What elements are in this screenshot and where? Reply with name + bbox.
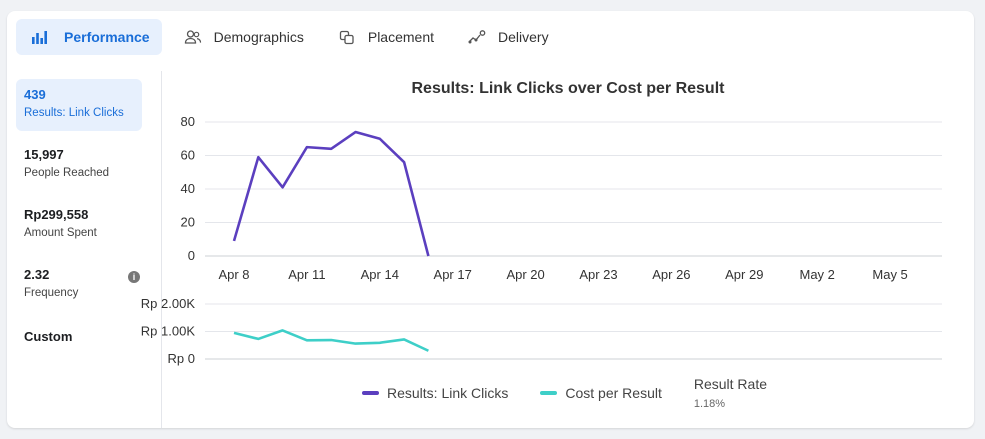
- chart-legend: Results: Link Clicks Cost per Result Res…: [362, 376, 799, 410]
- y-tick-label: 60: [181, 148, 195, 163]
- x-tick-label: Apr 8: [218, 267, 249, 282]
- series-cost-per-result-line: [233, 329, 429, 352]
- metric-value: 439: [24, 87, 46, 102]
- info-icon[interactable]: i: [128, 271, 140, 283]
- legend-item-link-clicks[interactable]: Results: Link Clicks: [362, 376, 508, 410]
- y-tick-label: 0: [188, 248, 195, 263]
- y-tick-label: Rp 2.00K: [141, 296, 196, 311]
- x-tick-label: Apr 14: [361, 267, 399, 282]
- legend-item-cost-per-result[interactable]: Cost per Result: [540, 376, 662, 410]
- metric-label: Amount Spent: [24, 227, 97, 239]
- x-tick-label: Apr 20: [506, 267, 544, 282]
- chart-title: Results: Link Clicks over Cost per Resul…: [411, 80, 725, 97]
- legend-label: Results: Link Clicks: [387, 385, 509, 401]
- metric-people-reached[interactable]: 15,997 People Reached: [16, 139, 142, 187]
- tab-label: Delivery: [498, 29, 549, 45]
- result-rate-value: 1.18%: [693, 398, 726, 410]
- x-tick-label: Apr 29: [725, 267, 763, 282]
- metric-frequency[interactable]: 2.32 Frequency i: [16, 259, 142, 307]
- metric-value: 15,997: [24, 147, 64, 162]
- tab-demographics[interactable]: Demographics: [170, 19, 316, 55]
- bar-chart-icon: [30, 28, 48, 46]
- series-link-clicks-line: [232, 130, 430, 257]
- line-chart: 0 20 40 60 80 Apr 8 Apr 11 Apr 14 Apr 17 Apr 20 Ap…: [141, 114, 942, 366]
- legend-swatch: [540, 391, 558, 395]
- x-tick-label: Apr 23: [579, 267, 617, 282]
- x-tick-label: May 5: [872, 267, 907, 282]
- y-tick-label: Rp 1.00K: [141, 324, 196, 339]
- placement-icon: [338, 28, 356, 46]
- tab-placement[interactable]: Placement: [324, 19, 446, 55]
- metric-label: People Reached: [24, 167, 110, 179]
- metric-amount-spent[interactable]: Rp299,558 Amount Spent: [16, 199, 142, 247]
- delivery-icon: [468, 28, 486, 46]
- people-icon: [184, 28, 202, 46]
- tab-label: Placement: [367, 29, 435, 45]
- metric-custom[interactable]: Custom: [16, 321, 142, 352]
- y-tick-label: 80: [181, 114, 195, 129]
- tab-bar: Performance Demographics Placement Deliv…: [16, 19, 569, 55]
- y-tick-label: Rp 0: [168, 351, 195, 366]
- x-tick-label: Apr 26: [652, 267, 690, 282]
- x-tick-label: Apr 11: [288, 267, 325, 282]
- result-rate-label: Result Rate: [693, 376, 768, 392]
- performance-card: Performance Demographics Placement Deliv…: [7, 11, 974, 428]
- legend-swatch: [362, 391, 379, 395]
- legend-result-rate: Result Rate 1.18%: [694, 376, 767, 410]
- legend-label: Cost per Result: [565, 385, 662, 401]
- y-tick-label: 20: [181, 215, 195, 230]
- metric-label: Frequency: [24, 287, 79, 299]
- metric-link-clicks[interactable]: 439 Results: Link Clicks: [16, 79, 142, 131]
- x-tick-label: Apr 17: [434, 267, 472, 282]
- y-tick-label: 40: [181, 181, 195, 196]
- metric-label: Results: Link Clicks: [24, 107, 124, 119]
- tab-label: Performance: [64, 29, 150, 45]
- tab-delivery[interactable]: Delivery: [454, 19, 561, 55]
- tab-performance[interactable]: Performance: [16, 19, 162, 55]
- metric-value: 2.32: [24, 267, 50, 282]
- metric-value: Custom: [24, 329, 73, 344]
- tab-label: Demographics: [213, 29, 304, 45]
- metrics-sidebar: 439 Results: Link Clicks 15,997 People R…: [7, 71, 162, 428]
- x-tick-label: May 2: [799, 267, 834, 282]
- metric-value: Rp299,558: [24, 207, 89, 222]
